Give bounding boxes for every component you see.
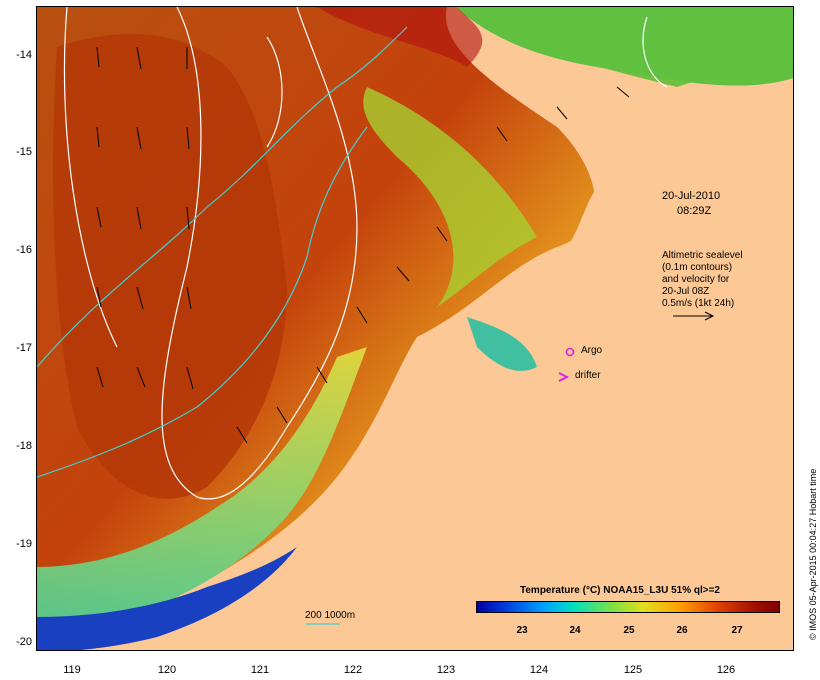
y-tick-label: -15 [16, 146, 32, 158]
sst-green-band [363, 87, 537, 307]
argo-label: Argo [581, 345, 603, 356]
x-tick-label: 125 [623, 664, 643, 676]
sealevel-contour [642, 16, 668, 88]
drifter-label: drifter [575, 370, 601, 381]
x-tick-label: 124 [529, 664, 549, 676]
legend-line-1: Altimetric sealevel [662, 250, 743, 261]
sst-warm-core [53, 33, 287, 499]
king-sound [467, 317, 537, 371]
sealevel-contour [63, 7, 118, 348]
sealevel-contour [266, 36, 283, 148]
sst-shelf-green [37, 347, 367, 647]
colorbar-tick: 26 [676, 625, 688, 636]
depth-contour-label: 200 1000m [305, 610, 356, 621]
y-tick-label: -16 [16, 244, 32, 256]
sst-nw-green [457, 7, 793, 86]
legend-line-3: and velocity for [662, 274, 730, 285]
sst-map [36, 6, 794, 651]
credit-text: © IMOS 05-Apr-2015 00:04:27 Hobart time [808, 468, 818, 640]
australia-landmass [191, 87, 793, 650]
colorbar-title: Temperature (°C) NOAA15_L3U 51% ql>=2 [520, 585, 720, 596]
timestamp-time: 08:29Z [677, 205, 712, 217]
drifter-marker [558, 372, 570, 382]
x-tick-label: 123 [436, 664, 456, 676]
colorbar-tick: 25 [623, 625, 635, 636]
colorbar-tick: 24 [569, 625, 581, 636]
legend-line-5: 0.5m/s (1kt 24h) [662, 298, 735, 309]
sst-cold-edge [37, 547, 297, 650]
y-tick-label: -14 [16, 49, 32, 61]
argo-marker [565, 347, 575, 357]
timestamp-date: 20-Jul-2010 [662, 190, 721, 202]
x-tick-label: 122 [343, 664, 363, 676]
colorbar-tick: 27 [731, 625, 743, 636]
shelf-contour [37, 26, 408, 368]
x-tick-label: 121 [250, 664, 270, 676]
sst-map-canvas [37, 7, 793, 650]
sealevel-contour [161, 7, 358, 500]
x-tick-label: 120 [157, 664, 177, 676]
colorbar-tick: 23 [516, 625, 528, 636]
y-tick-label: -19 [16, 538, 32, 550]
y-tick-label: -18 [16, 440, 32, 452]
shelf-contour [37, 126, 368, 478]
legend-line-4: 20-Jul 08Z [662, 286, 710, 297]
y-tick-label: -17 [16, 342, 32, 354]
x-tick-label: 119 [63, 664, 81, 676]
sst-hot-patches [317, 7, 483, 67]
legend-line-2: (0.1m contours) [662, 262, 733, 273]
y-tick-label: -20 [16, 636, 32, 648]
colorbar [476, 601, 780, 613]
x-tick-label: 126 [716, 664, 736, 676]
velocity-arrows [96, 46, 630, 444]
